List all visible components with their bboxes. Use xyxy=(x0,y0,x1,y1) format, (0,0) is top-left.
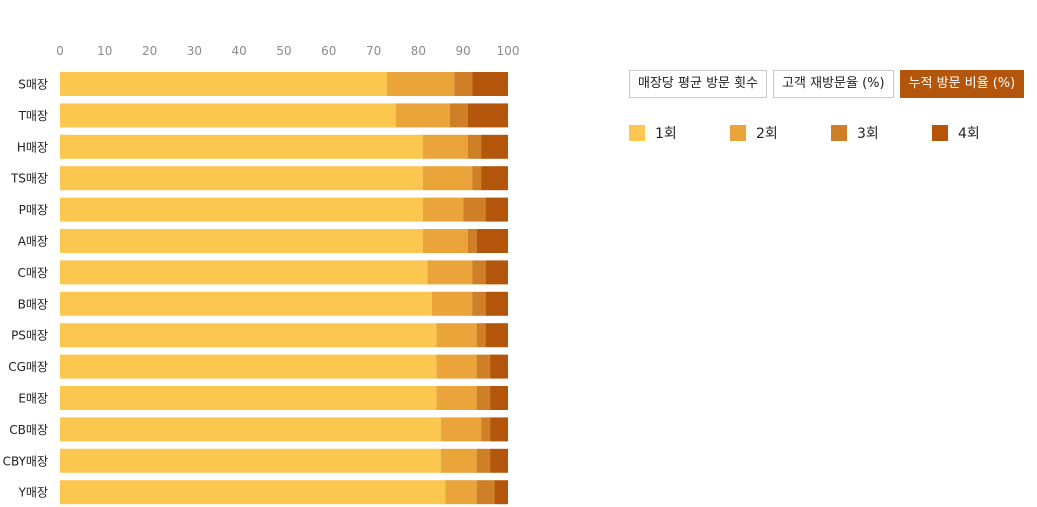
bar-segment xyxy=(485,323,508,348)
legend-swatch-3 xyxy=(831,125,847,141)
bar-segment xyxy=(60,323,437,348)
stacked-bar-chart: 0 10 20 30 40 50 60 70 80 90 100 S매장 T매장 H매장 TS매장 P매장 A매… xyxy=(3,44,520,505)
bar-segment xyxy=(422,229,468,253)
category-label: B매장 xyxy=(18,297,48,311)
bar-segment xyxy=(436,323,477,348)
x-tick-label: 30 xyxy=(187,44,202,58)
category-label: PS매장 xyxy=(11,329,48,343)
bar-segment xyxy=(476,480,495,505)
bar-segment xyxy=(476,229,508,253)
bar-segment xyxy=(396,103,450,128)
bar-segment xyxy=(476,448,491,473)
bar-segment xyxy=(60,448,441,473)
category-label: A매장 xyxy=(18,235,48,249)
category-label: CB매장 xyxy=(9,423,48,437)
bar-segment xyxy=(476,323,486,348)
legend-label-3: 3회 xyxy=(857,126,879,142)
bar-segment xyxy=(60,480,446,505)
bar-segment xyxy=(60,166,423,191)
bar-segment xyxy=(467,134,482,159)
metric-tabs: 매장당 평균 방문 횟수 고객 재방문율 (%) 누적 방문 비율 (%) xyxy=(629,70,1025,98)
legend-item-3: 3회 xyxy=(831,123,932,143)
bar-segment xyxy=(60,103,396,128)
legend-item-2: 2회 xyxy=(730,123,831,143)
bar-segment xyxy=(60,229,423,253)
x-tick-label: 60 xyxy=(321,44,336,58)
bar-segment xyxy=(485,197,508,222)
category-label: C매장 xyxy=(18,266,48,280)
bar-segment xyxy=(387,72,455,96)
bar-segment xyxy=(60,197,423,222)
legend-swatch-4 xyxy=(932,125,948,141)
bar-segment xyxy=(60,291,432,316)
bar-segment xyxy=(476,354,491,379)
bar-segment xyxy=(490,417,508,442)
bar-segment xyxy=(440,448,477,473)
tab-revisit-rate[interactable]: 고객 재방문율 (%) xyxy=(773,70,894,98)
tab-cumulative-visit-ratio[interactable]: 누적 방문 비율 (%) xyxy=(899,70,1025,98)
bar-segment xyxy=(490,386,508,410)
category-label: S매장 xyxy=(18,78,48,92)
category-label: CG매장 xyxy=(8,360,48,374)
legend: 1회 2회 3회 4회 xyxy=(629,123,1033,143)
x-tick-label: 100 xyxy=(497,44,520,58)
x-tick-label: 0 xyxy=(56,44,64,58)
bar-segment xyxy=(481,134,508,159)
legend-swatch-1 xyxy=(629,125,645,141)
bar-segment xyxy=(60,134,423,159)
x-tick-label: 20 xyxy=(142,44,157,58)
legend-label-4: 4회 xyxy=(958,126,980,142)
legend-item-1: 1회 xyxy=(629,123,730,143)
bar-segment xyxy=(472,260,486,285)
bar-segment xyxy=(490,354,508,379)
bar-segment xyxy=(463,197,486,222)
bar-segment xyxy=(472,291,486,316)
bar-segment xyxy=(485,260,508,285)
bar-segment xyxy=(445,480,477,505)
tab-average-visits[interactable]: 매장당 평균 방문 횟수 xyxy=(629,70,768,98)
bar-segment xyxy=(440,417,482,442)
bar-segment xyxy=(467,103,508,128)
x-tick-label: 70 xyxy=(366,44,381,58)
bar-segment xyxy=(436,354,477,379)
x-tick-label: 90 xyxy=(456,44,471,58)
legend-swatch-2 xyxy=(730,125,746,141)
bar-segment xyxy=(472,166,482,191)
bar-segment xyxy=(422,134,468,159)
bar-segment xyxy=(60,260,428,285)
category-label: P매장 xyxy=(19,203,48,217)
bar-segment xyxy=(422,166,473,191)
legend-label-2: 2회 xyxy=(756,126,778,142)
category-label: Y매장 xyxy=(18,486,48,500)
bar-segment xyxy=(449,103,468,128)
bar-segment xyxy=(60,417,441,442)
x-tick-label: 40 xyxy=(232,44,247,58)
bar-segment xyxy=(60,386,437,410)
legend-item-4: 4회 xyxy=(932,123,1033,143)
bar-segment xyxy=(494,480,508,505)
category-label: T매장 xyxy=(18,109,48,123)
bar-segment xyxy=(60,354,437,379)
bar-segment xyxy=(481,166,508,191)
bar-segment xyxy=(422,197,464,222)
bar-segment xyxy=(436,386,477,410)
category-label: E매장 xyxy=(18,392,48,406)
category-label: H매장 xyxy=(17,140,48,154)
bar-segment xyxy=(60,72,388,96)
x-tick-label: 50 xyxy=(276,44,291,58)
x-tick-label: 80 xyxy=(411,44,426,58)
category-label: CBY매장 xyxy=(3,454,48,468)
bar-segment xyxy=(431,291,473,316)
bar-segment xyxy=(476,386,491,410)
legend-label-1: 1회 xyxy=(655,126,677,142)
bar-segment xyxy=(467,229,477,253)
category-label: TS매장 xyxy=(10,172,48,186)
bar-segment xyxy=(472,72,508,96)
bar-segment xyxy=(454,72,473,96)
x-tick-label: 10 xyxy=(97,44,112,58)
bar-segment xyxy=(490,448,508,473)
bar-segment xyxy=(485,291,508,316)
bar-segment xyxy=(427,260,473,285)
bar-segment xyxy=(481,417,491,442)
